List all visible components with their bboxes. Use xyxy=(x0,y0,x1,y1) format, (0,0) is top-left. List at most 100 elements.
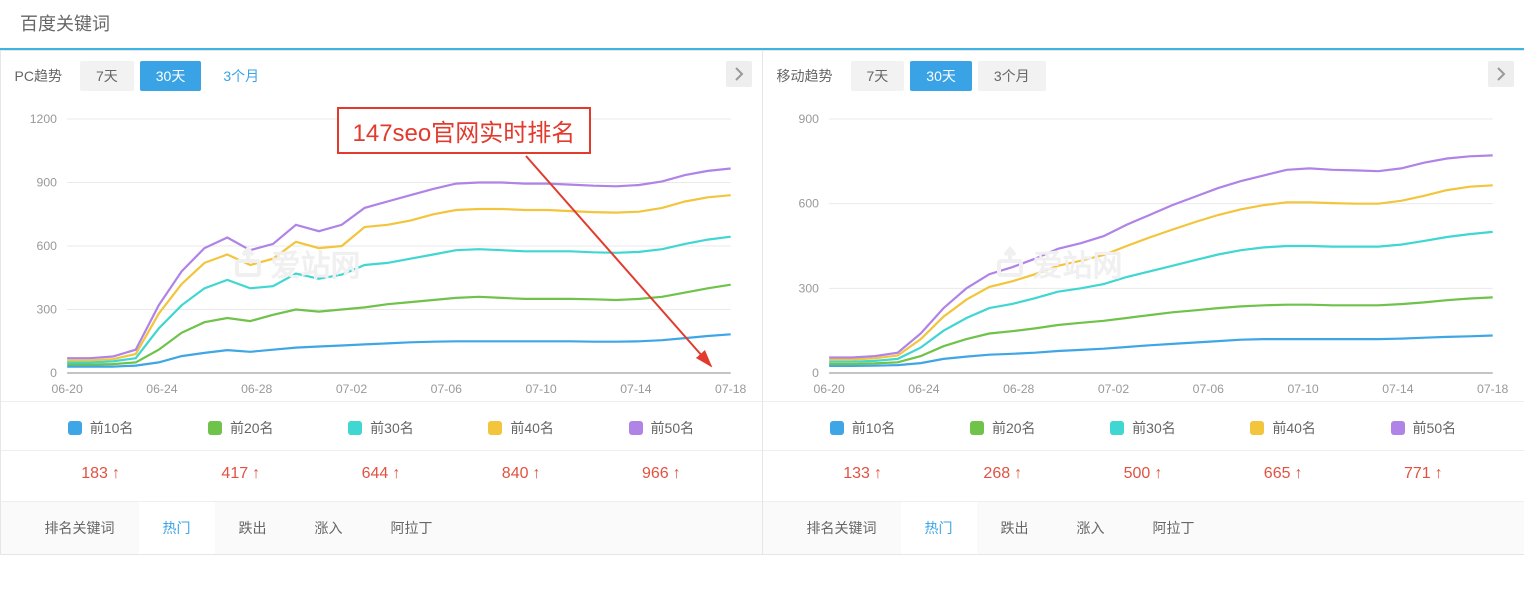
svg-text:07-06: 07-06 xyxy=(1192,382,1224,396)
stat-item: 665↑ xyxy=(1264,465,1303,483)
svg-text:07-14: 07-14 xyxy=(1382,382,1414,396)
stats-row: 183↑417↑644↑840↑966↑ xyxy=(1,450,762,501)
svg-text:600: 600 xyxy=(36,239,57,253)
svg-text:900: 900 xyxy=(36,176,57,190)
arrow-up-icon: ↑ xyxy=(252,465,260,482)
legend-item[interactable]: 前50名 xyxy=(629,418,695,438)
legend-item[interactable]: 前10名 xyxy=(830,418,896,438)
svg-text:900: 900 xyxy=(798,112,819,126)
legend-label: 前40名 xyxy=(510,418,554,438)
legend-item[interactable]: 前40名 xyxy=(488,418,554,438)
time-range-button[interactable]: 7天 xyxy=(80,61,134,91)
panel-pc: PC趋势7天30天3个月147seo官网实时排名爱站网0300600900120… xyxy=(0,50,763,555)
legend-item[interactable]: 前50名 xyxy=(1391,418,1457,438)
arrow-up-icon: ↑ xyxy=(1435,465,1443,482)
stat-value: 771 xyxy=(1404,465,1431,482)
stat-item: 183↑ xyxy=(81,465,120,483)
svg-text:07-06: 07-06 xyxy=(430,382,462,396)
arrow-up-icon: ↑ xyxy=(1014,465,1022,482)
tab[interactable]: 跌出 xyxy=(215,502,291,554)
svg-text:07-10: 07-10 xyxy=(1287,382,1319,396)
time-range-button[interactable]: 30天 xyxy=(910,61,972,91)
legend-label: 前30名 xyxy=(370,418,414,438)
tab[interactable]: 热门 xyxy=(901,502,977,554)
chevron-right-icon[interactable] xyxy=(1488,61,1514,87)
legend-label: 前20名 xyxy=(992,418,1036,438)
tabs: 排名关键词热门跌出涨入阿拉丁 xyxy=(763,501,1524,554)
legend-label: 前30名 xyxy=(1132,418,1176,438)
tab[interactable]: 涨入 xyxy=(1053,502,1129,554)
arrow-up-icon: ↑ xyxy=(533,465,541,482)
svg-text:06-24: 06-24 xyxy=(908,382,940,396)
stat-item: 966↑ xyxy=(642,465,681,483)
stat-value: 840 xyxy=(502,465,529,482)
legend-item[interactable]: 前30名 xyxy=(348,418,414,438)
stat-value: 268 xyxy=(983,465,1010,482)
svg-text:07-18: 07-18 xyxy=(1477,382,1508,396)
svg-text:06-24: 06-24 xyxy=(146,382,178,396)
svg-text:300: 300 xyxy=(798,281,819,295)
panel-mobile: 移动趋势7天30天3个月爱站网030060090006-2006-2406-28… xyxy=(762,50,1524,555)
legend-swatch xyxy=(348,421,362,435)
panel-title: PC趋势 xyxy=(15,66,62,86)
tab[interactable]: 涨入 xyxy=(291,502,367,554)
time-range-button[interactable]: 3个月 xyxy=(207,61,275,91)
time-range-button[interactable]: 30天 xyxy=(140,61,202,91)
svg-text:07-14: 07-14 xyxy=(620,382,652,396)
svg-text:0: 0 xyxy=(812,366,819,380)
arrow-up-icon: ↑ xyxy=(392,465,400,482)
annotation-label: 147seo官网实时排名 xyxy=(337,107,592,154)
tab[interactable]: 排名关键词 xyxy=(21,502,139,554)
tab[interactable]: 排名关键词 xyxy=(783,502,901,554)
panel-header: PC趋势 7天30天3个月 xyxy=(1,51,762,101)
legend-item[interactable]: 前20名 xyxy=(208,418,274,438)
stat-value: 500 xyxy=(1124,465,1151,482)
svg-text:06-20: 06-20 xyxy=(51,382,83,396)
page-title: 百度关键词 xyxy=(0,0,1524,50)
stat-value: 417 xyxy=(221,465,248,482)
legend-item[interactable]: 前30名 xyxy=(1110,418,1176,438)
arrow-up-icon: ↑ xyxy=(1154,465,1162,482)
legend-swatch xyxy=(488,421,502,435)
svg-text:06-20: 06-20 xyxy=(813,382,845,396)
stat-item: 644↑ xyxy=(362,465,401,483)
svg-text:300: 300 xyxy=(36,303,57,317)
tab[interactable]: 热门 xyxy=(139,502,215,554)
legend-label: 前10名 xyxy=(852,418,896,438)
arrow-up-icon: ↑ xyxy=(673,465,681,482)
legend-label: 前20名 xyxy=(230,418,274,438)
watermark: 爱站网 xyxy=(231,241,361,285)
legend: 前10名 前20名 前30名 前40名 前50名 xyxy=(1,401,762,450)
panel-title: 移动趋势 xyxy=(777,66,833,86)
chevron-right-icon[interactable] xyxy=(726,61,752,87)
stat-item: 771↑ xyxy=(1404,465,1443,483)
legend-item[interactable]: 前40名 xyxy=(1250,418,1316,438)
tab[interactable]: 跌出 xyxy=(977,502,1053,554)
tab[interactable]: 阿拉丁 xyxy=(1129,502,1219,554)
legend-label: 前10名 xyxy=(90,418,134,438)
svg-text:07-18: 07-18 xyxy=(715,382,746,396)
stat-item: 133↑ xyxy=(843,465,882,483)
stat-item: 417↑ xyxy=(221,465,260,483)
stat-value: 966 xyxy=(642,465,669,482)
svg-text:07-02: 07-02 xyxy=(335,382,367,396)
legend-swatch xyxy=(1391,421,1405,435)
legend-item[interactable]: 前20名 xyxy=(970,418,1036,438)
svg-text:600: 600 xyxy=(798,197,819,211)
legend-label: 前50名 xyxy=(651,418,695,438)
legend-label: 前50名 xyxy=(1413,418,1457,438)
time-range-button[interactable]: 3个月 xyxy=(978,61,1046,91)
chart: 爱站网030060090006-2006-2406-2807-0207-0607… xyxy=(763,101,1524,401)
tabs: 排名关键词热门跌出涨入阿拉丁 xyxy=(1,501,762,554)
tab[interactable]: 阿拉丁 xyxy=(367,502,457,554)
legend-swatch xyxy=(1110,421,1124,435)
legend-swatch xyxy=(970,421,984,435)
legend-item[interactable]: 前10名 xyxy=(68,418,134,438)
time-range-button[interactable]: 7天 xyxy=(851,61,905,91)
stat-value: 665 xyxy=(1264,465,1291,482)
legend-swatch xyxy=(208,421,222,435)
svg-text:06-28: 06-28 xyxy=(241,382,273,396)
svg-text:07-10: 07-10 xyxy=(525,382,557,396)
stat-item: 840↑ xyxy=(502,465,541,483)
stat-value: 644 xyxy=(362,465,389,482)
